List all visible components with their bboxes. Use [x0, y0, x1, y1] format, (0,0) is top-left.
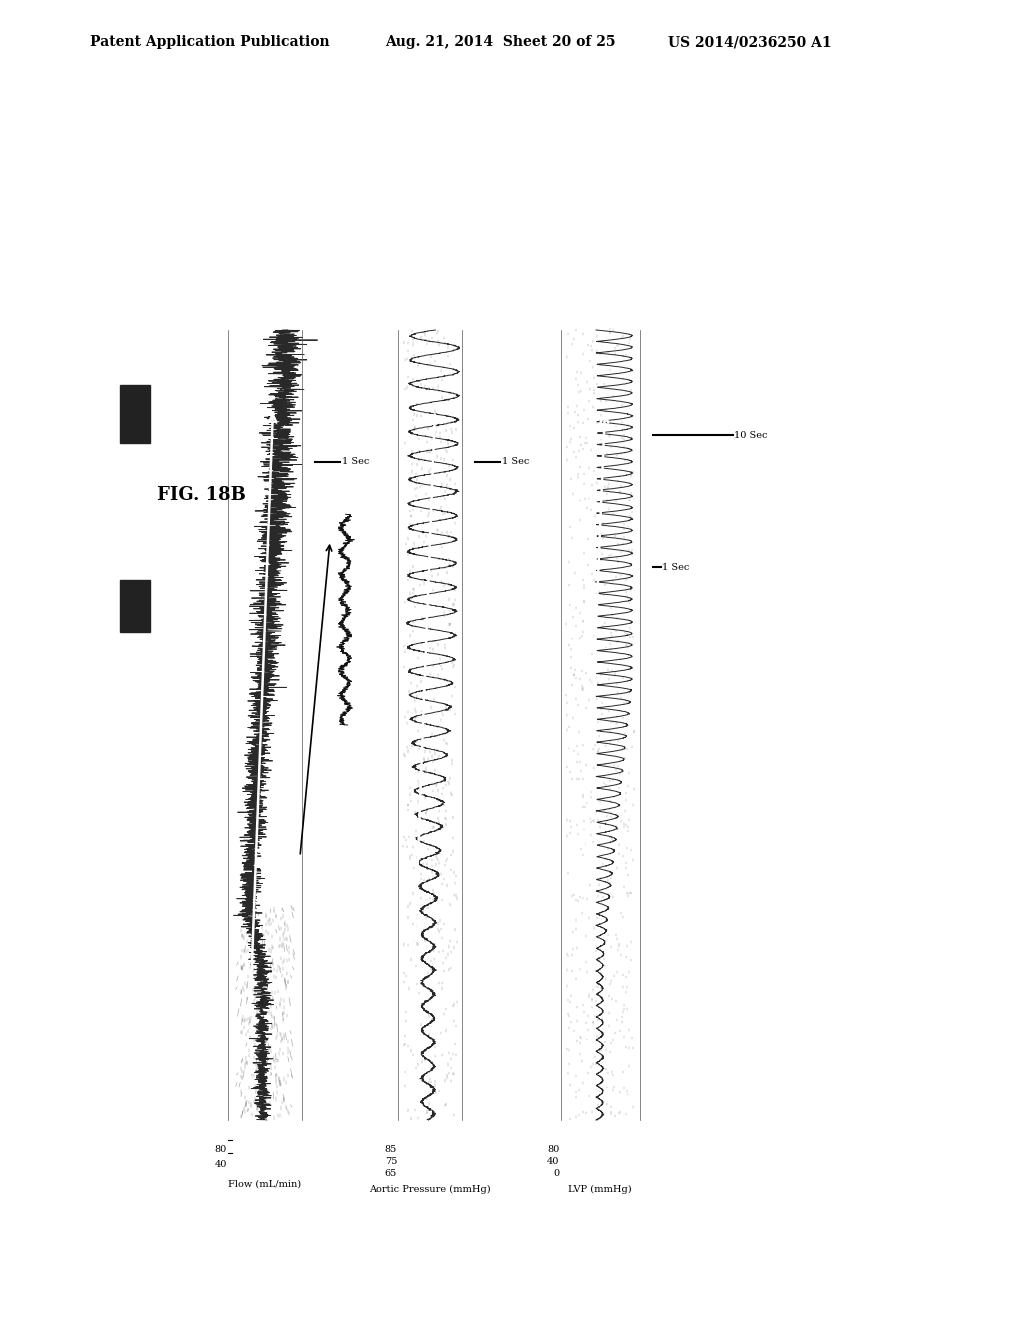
- Bar: [120, 385, 150, 444]
- Text: 1 Sec: 1 Sec: [342, 457, 370, 466]
- Text: 80: 80: [215, 1144, 227, 1154]
- Text: 80: 80: [547, 1144, 559, 1154]
- Text: Flow (mL/min): Flow (mL/min): [228, 1180, 301, 1189]
- Text: US 2014/0236250 A1: US 2014/0236250 A1: [668, 36, 831, 49]
- Text: 85: 85: [385, 1144, 397, 1154]
- Text: 40: 40: [215, 1160, 227, 1170]
- Text: 40: 40: [547, 1158, 559, 1166]
- Text: FIG. 18B: FIG. 18B: [157, 486, 246, 504]
- Text: Patent Application Publication: Patent Application Publication: [90, 36, 330, 49]
- Text: 10 Sec: 10 Sec: [734, 430, 768, 440]
- Text: LVP (mmHg): LVP (mmHg): [568, 1185, 632, 1195]
- Text: 1 Sec: 1 Sec: [502, 457, 529, 466]
- Text: 75: 75: [385, 1158, 397, 1166]
- Text: 1 Sec: 1 Sec: [663, 562, 690, 572]
- Text: Aortic Pressure (mmHg): Aortic Pressure (mmHg): [370, 1185, 490, 1195]
- Text: 0: 0: [553, 1170, 559, 1177]
- Bar: [120, 579, 150, 632]
- Text: Aug. 21, 2014  Sheet 20 of 25: Aug. 21, 2014 Sheet 20 of 25: [385, 36, 615, 49]
- Text: 65: 65: [385, 1170, 397, 1177]
